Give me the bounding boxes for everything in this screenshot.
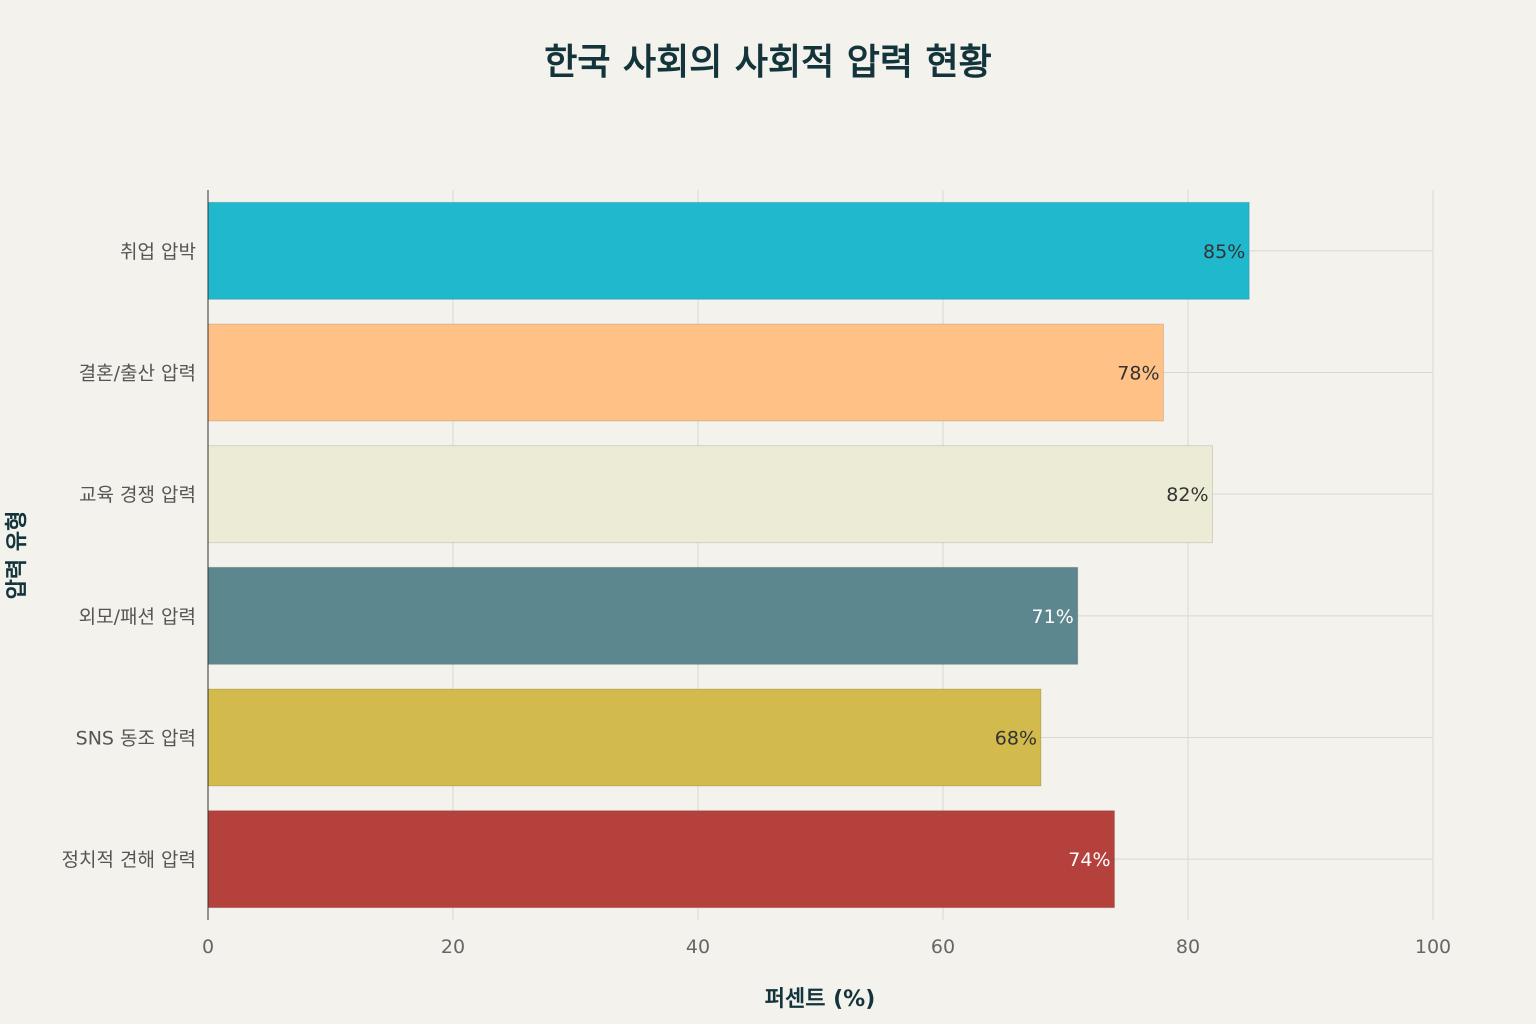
y-axis-title: 압력 유형: [5, 511, 30, 600]
bar: [207, 810, 1115, 909]
category-label: 결혼/출산 압력: [79, 363, 196, 385]
x-tick-label: 20: [441, 936, 465, 958]
x-tick-label: 60: [931, 936, 955, 958]
data-label: 85%: [1203, 241, 1245, 263]
data-label: 82%: [1166, 484, 1208, 506]
data-label: 78%: [1117, 363, 1159, 385]
chart-title: 한국 사회의 사회적 압력 현황: [544, 42, 992, 83]
data-label: 71%: [1032, 606, 1074, 628]
bars: [207, 201, 1250, 909]
category-label: 정치적 견해 압력: [62, 849, 196, 871]
x-tick-label: 40: [686, 936, 710, 958]
data-label: 68%: [995, 728, 1037, 750]
category-label: 외모/패션 압력: [79, 606, 196, 628]
x-axis-title: 퍼센트 (%): [765, 987, 876, 1012]
x-tick-label: 0: [202, 936, 214, 958]
category-label: SNS 동조 압력: [76, 728, 196, 750]
data-label: 74%: [1068, 849, 1110, 871]
bar: [207, 688, 1042, 787]
x-tick-labels: 0 20 40 60 80 100: [202, 936, 1451, 958]
category-label: 취업 압박: [120, 241, 196, 263]
bar: [207, 445, 1213, 544]
bar: [207, 323, 1164, 422]
data-labels: 85% 78% 82% 71% 68% 74%: [995, 241, 1245, 871]
bar: [207, 566, 1079, 665]
x-tick-label: 80: [1176, 936, 1200, 958]
bar: [207, 201, 1250, 300]
x-tick-label: 100: [1415, 936, 1451, 958]
category-label: 교육 경쟁 압력: [79, 484, 196, 506]
